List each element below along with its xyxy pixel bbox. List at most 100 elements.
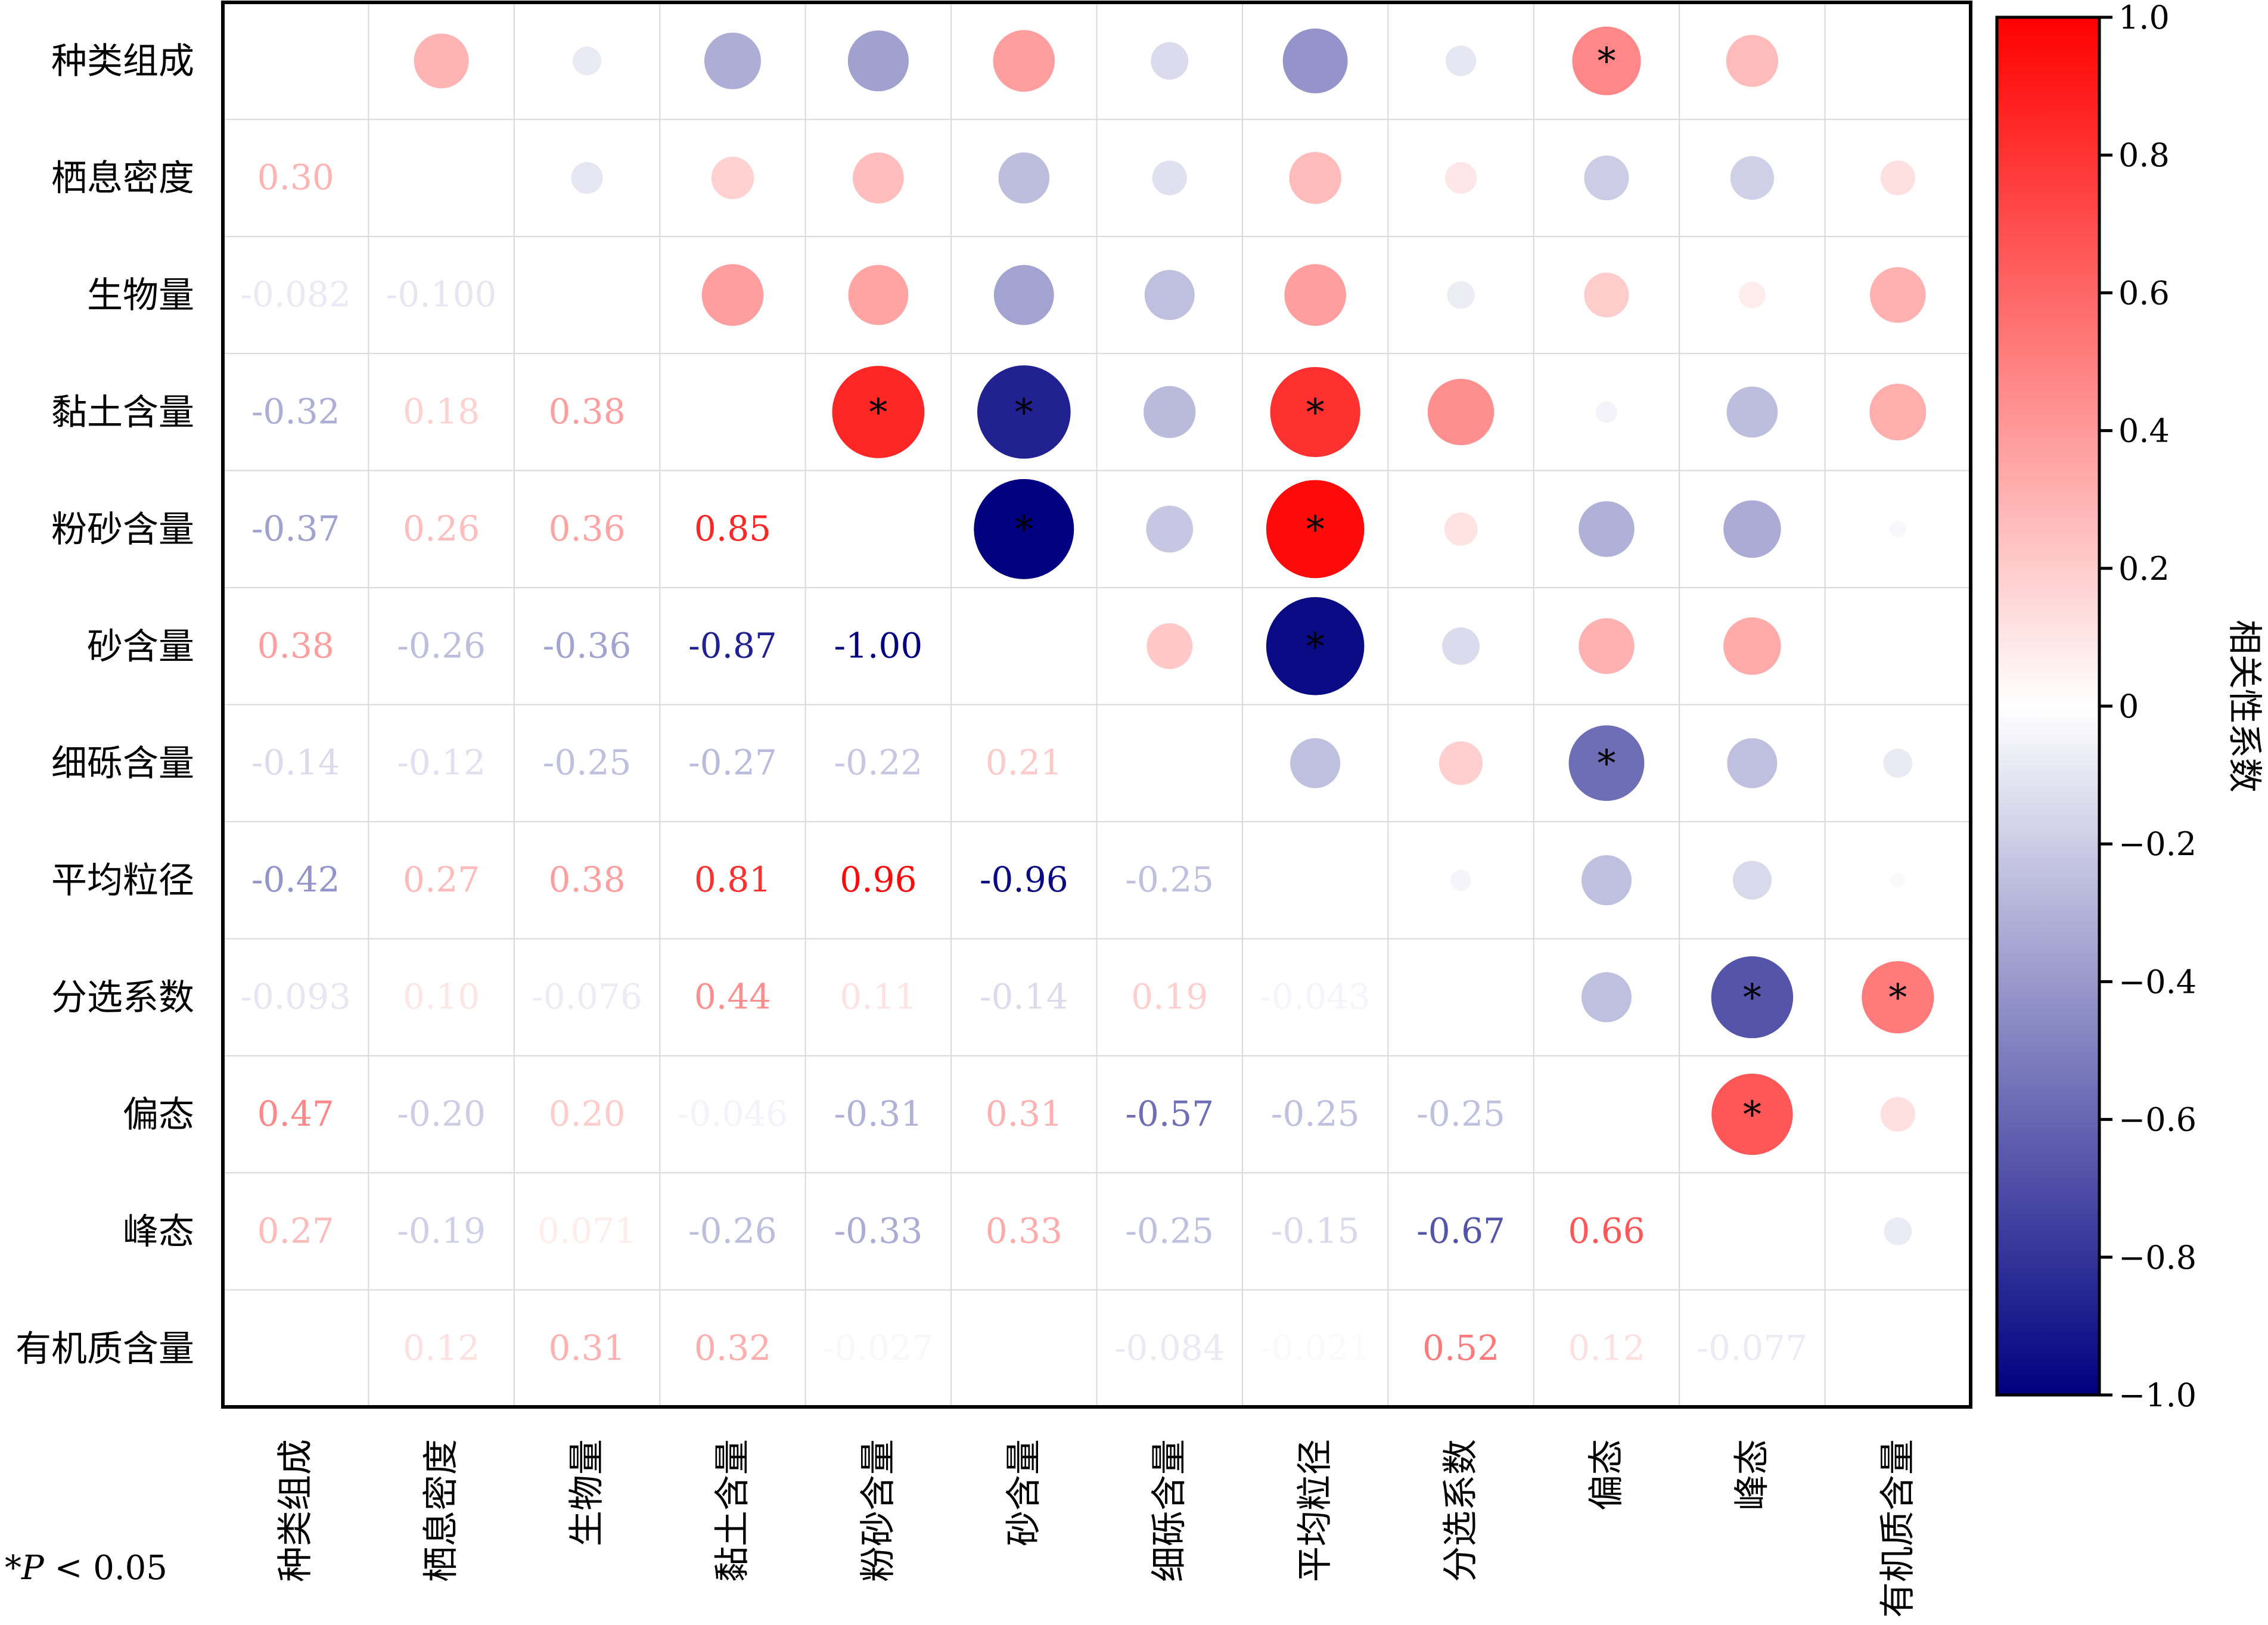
correlation-value: 0.52 — [1422, 1328, 1499, 1368]
correlation-value: -0.19 — [397, 1210, 486, 1251]
correlation-circle — [1896, 644, 1900, 648]
correlation-value: -0.082 — [240, 274, 351, 315]
correlation-value: 0.96 — [840, 859, 916, 900]
correlation-value: -0.021 — [1260, 1328, 1371, 1368]
significance-star: * — [1306, 624, 1325, 668]
x-axis-label: 分选系数 — [1440, 1439, 1482, 1582]
x-axis-label: 栖息密度 — [421, 1439, 462, 1582]
y-axis-label: 峰态 — [123, 1211, 194, 1253]
correlation-circle — [974, 479, 1074, 579]
correlation-value: 0.66 — [1568, 1210, 1645, 1251]
x-axis-label: 平均粒径 — [1294, 1439, 1336, 1582]
colorbar-tick-label: −0.4 — [2118, 963, 2196, 1001]
correlation-circle — [1732, 860, 1772, 900]
y-axis-label: 平均粒径 — [51, 860, 194, 902]
correlation-circle — [1290, 738, 1341, 788]
correlation-value: 0.36 — [548, 508, 625, 549]
plot-frame — [221, 1, 1972, 1409]
correlation-value: -0.25 — [1125, 1210, 1214, 1251]
colorbar-title: 相关性系数 — [2224, 620, 2265, 793]
correlation-circle — [832, 366, 925, 458]
correlation-value: 0.27 — [403, 859, 480, 900]
correlation-value: -0.26 — [397, 625, 486, 666]
y-axis-label: 细砾含量 — [51, 743, 194, 785]
correlation-circle — [1711, 1073, 1793, 1155]
footnote-rest: < 0.05 — [44, 1549, 167, 1587]
correlation-value: 0.38 — [548, 859, 625, 900]
correlation-circle — [1723, 617, 1781, 675]
correlation-value: 0.30 — [257, 157, 334, 198]
footnote-prefix: * — [5, 1549, 21, 1587]
correlation-circle — [1427, 378, 1495, 446]
correlation-value: -0.046 — [678, 1093, 788, 1134]
correlation-circle — [414, 33, 469, 89]
correlation-circle — [1266, 480, 1365, 579]
correlation-value: 0.31 — [548, 1328, 625, 1368]
correlation-value: 0.12 — [403, 1328, 480, 1368]
correlation-value: -0.25 — [1416, 1093, 1505, 1134]
correlation-circle — [847, 30, 909, 92]
correlation-circle — [1869, 383, 1927, 440]
colorbar-tick-label: 0.4 — [2118, 412, 2170, 450]
correlation-circle — [572, 46, 602, 76]
correlation-circle — [993, 30, 1055, 92]
correlation-value: -0.14 — [980, 977, 1068, 1017]
significance-star: * — [1306, 508, 1325, 551]
correlation-circle — [1726, 386, 1778, 438]
significance-star: * — [1597, 742, 1615, 785]
significance-star: * — [1888, 976, 1907, 1020]
correlation-value: -0.12 — [397, 742, 486, 783]
correlation-circle — [704, 32, 761, 89]
correlation-value: 0.19 — [1131, 977, 1208, 1017]
correlation-value: -0.31 — [834, 1093, 923, 1134]
correlation-circle — [1439, 741, 1483, 785]
correlation-circle — [1568, 725, 1645, 801]
correlation-value: 0.38 — [257, 625, 334, 666]
correlation-circle — [1581, 855, 1632, 906]
footnote-italic: P — [21, 1549, 45, 1587]
circle-markers: * * * * * * * * * * * — [414, 26, 1934, 1245]
correlation-value: -0.15 — [1271, 1210, 1360, 1251]
y-axis-label: 分选系数 — [51, 977, 194, 1019]
y-axis-label: 种类组成 — [51, 41, 194, 82]
correlation-value: -0.093 — [240, 977, 351, 1017]
correlation-value: -0.37 — [251, 508, 340, 549]
correlation-circle — [571, 162, 603, 194]
correlation-value: -0.96 — [980, 859, 1068, 900]
x-axis-label: 峰态 — [1731, 1439, 1773, 1511]
x-axis-label: 细砾含量 — [1149, 1439, 1191, 1582]
significance-star: * — [869, 390, 887, 434]
correlation-value: 0.20 — [548, 1093, 625, 1134]
correlation-circle — [1146, 505, 1194, 553]
colorbar-tick-label: −0.2 — [2118, 825, 2196, 863]
correlation-circle — [1282, 28, 1348, 94]
correlation-circle — [1880, 160, 1915, 195]
correlation-value: -0.084 — [1114, 1328, 1225, 1368]
correlation-circle — [1152, 160, 1187, 195]
correlation-value: -0.027 — [823, 1328, 934, 1368]
correlation-circle — [1883, 748, 1913, 778]
correlation-circle — [1151, 42, 1189, 80]
correlation-circle — [1727, 738, 1778, 788]
correlation-value: 0.12 — [1568, 1328, 1645, 1368]
correlation-circle — [1144, 386, 1196, 439]
x-axis-label: 有机质含量 — [1877, 1439, 1919, 1618]
correlation-value: -0.32 — [251, 391, 340, 431]
correlation-value: 0.47 — [257, 1093, 334, 1134]
colorbar-tick-label: −1.0 — [2118, 1377, 2196, 1414]
correlation-circle — [1711, 956, 1794, 1039]
correlation-circle — [1890, 872, 1905, 888]
colorbar-tick-label: 0.6 — [2118, 274, 2170, 312]
correlation-circle — [1595, 401, 1617, 423]
correlation-value: -0.25 — [543, 742, 632, 783]
significance-star: * — [1306, 390, 1325, 434]
significance-star: * — [1743, 1093, 1761, 1136]
correlation-circle — [1144, 270, 1195, 321]
significance-star: * — [1597, 39, 1615, 83]
colorbar-tick-label: 0 — [2118, 688, 2139, 725]
correlation-circle — [1584, 272, 1629, 318]
y-axis-label: 偏态 — [123, 1094, 194, 1136]
correlation-value: -0.077 — [1697, 1328, 1808, 1368]
correlation-value: -0.20 — [397, 1093, 486, 1134]
